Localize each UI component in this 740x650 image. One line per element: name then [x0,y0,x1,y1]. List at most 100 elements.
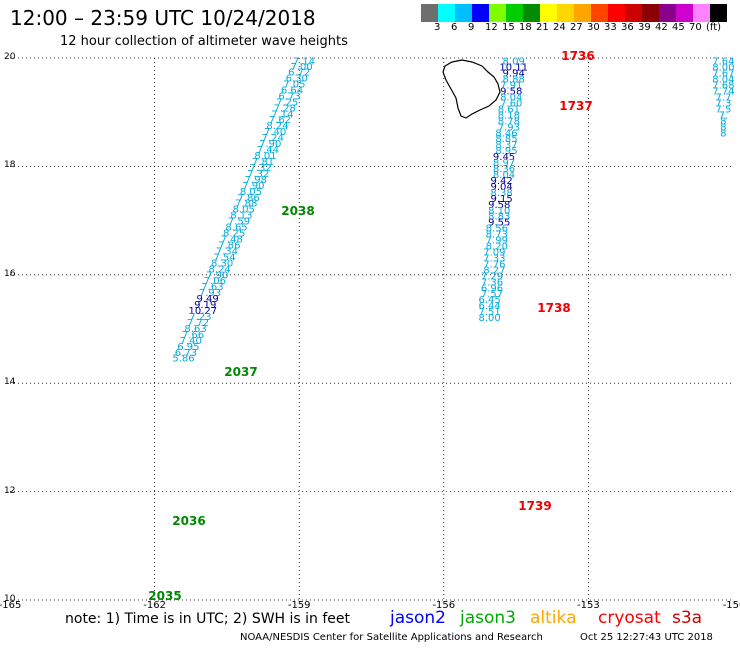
pass-time-label: 1739 [518,499,551,513]
color-scale-label: (ft) [706,22,722,33]
pass-time-label: 2036 [172,514,205,528]
wave-height-value: 8.88 [503,75,525,86]
wave-height-value: 7.09 [483,247,505,258]
color-swatch [455,4,472,22]
color-swatch [506,4,523,22]
wave-height-value: 8.38 [491,188,513,199]
wave-height-value: 7.67 [712,69,734,80]
wave-height-value: 7.25 [276,97,298,108]
wave-height-value: 6.73 [278,91,300,102]
wave-height-value: 7.88 [235,199,257,210]
lon-tick-label: -150 [722,600,740,611]
pass-time-label: 1736 [561,49,594,63]
wave-height-value: 7.68 [712,81,734,92]
wave-height-value: 8.10 [488,206,510,217]
lat-tick-label: 14 [4,377,16,388]
wave-height-value: 6.44 [478,301,500,312]
wave-height-value: 6.96 [481,283,503,294]
wave-height-value: 5.86 [172,354,194,365]
wave-height-value: 7.59 [228,217,250,228]
lat-tick-label: 20 [4,52,16,62]
wave-height-value: 7.29 [481,271,503,282]
color-swatch [693,4,710,22]
pass-time-label: 1738 [537,301,570,315]
color-scale-label: 12 [485,22,498,33]
color-swatch [710,4,727,22]
lon-tick-label: -165 [0,600,22,611]
wave-height-value: 8.37 [495,140,517,151]
graticule [10,57,733,601]
color-scale-label: 21 [536,22,549,33]
wave-height-value: 8.04 [500,92,522,103]
wave-height-value: 6.64 [281,85,303,96]
wave-height-value: 8.18 [498,110,520,121]
pass-time-label: 2038 [281,204,314,218]
wave-height-value: 8.24 [266,121,288,132]
wave-height-value: 8.00 [712,63,734,74]
wave-height-value: 7.76 [483,259,505,270]
wave-height-value: 7.00 [290,62,312,73]
wave-height-value: 7.54 [213,252,235,263]
color-scale-label: 70 [689,22,702,33]
track-far-east: 7.648.007.678.047.687.747.77.37.57.888 [712,57,734,140]
color-scale-label: 39 [638,22,651,33]
wave-height-value: 8.61 [498,104,520,115]
wave-height-value: 7.7 [715,92,731,103]
wave-height-value: 7.90 [242,181,264,192]
wave-height-value: 7.93 [199,288,221,299]
legend-entry: altika [530,608,577,628]
wave-height-value: 8.13 [230,211,252,222]
wave-height-value: 8.46 [495,128,517,139]
wave-height-value: 7.72 [187,318,209,329]
color-swatch [557,4,574,22]
wave-height-value: 7.81 [252,157,274,168]
wave-height-value: 8.30 [211,258,233,269]
wave-height-value: 8.05 [233,205,255,216]
wave-height-value: 7.3 [715,98,731,109]
wave-height-value: 7.86 [237,193,259,204]
wave-height-value: 6.73 [175,348,197,359]
color-scale-label: 24 [553,22,566,33]
color-swatch [591,4,608,22]
pass-time-label: 2037 [224,365,257,379]
legend-entry: cryosat [598,608,661,628]
wave-height-value: 7.05 [283,79,305,90]
wave-height-value: 7.32 [247,169,269,180]
wave-height-value: 8.56 [486,224,508,235]
wave-height-value: 8.24 [209,264,231,275]
wave-height-value: 9.55 [488,218,510,229]
page-subtitle: 12 hour collection of altimeter wave hei… [60,34,348,49]
wave-height-value: 8.95 [495,146,517,157]
wave-height-value: 9.19 [194,300,216,311]
wave-height-value: 7.48 [221,234,243,245]
wave-height-value: 8.25 [223,229,245,240]
color-scale-labels: 3 6 9 12 15 18 21 24 27 30 33 36 39 42 45 70 (ft) [421,22,740,36]
color-swatch [625,4,642,22]
wave-height-value: 10.11 [499,63,528,74]
lon-tick-label: -153 [577,600,600,611]
wave-height-value: 7.90 [259,139,281,150]
wave-height-value: 7.98 [245,175,267,186]
wave-height-value: 9.42 [491,176,513,187]
color-swatch [642,4,659,22]
wave-height-value: 7.93 [498,122,520,133]
wave-height-value: 7.62 [269,115,291,126]
wave-height-value: 6.30 [286,74,308,85]
pass-time-label: 2035 [148,589,181,603]
wave-height-value: 8 [720,122,726,133]
color-swatch [676,4,693,22]
wave-height-value: 9.58 [500,87,522,98]
legend-entry: jason3 [460,608,516,628]
lon-tick-label: -156 [432,600,456,611]
lat-tick-label: 12 [4,485,16,496]
wave-height-value: 7.32 [250,163,272,174]
wave-height-value: 7.34 [216,246,238,257]
color-swatch [523,4,540,22]
color-scale-label: 6 [451,22,458,33]
wave-height-value: 8.04 [493,170,515,181]
wave-height-value: 7.23 [189,312,211,323]
wave-height-value: 8.63 [184,324,206,335]
wave-height-value: 7.66 [182,330,204,341]
color-swatch [438,4,455,22]
lon-tick-label: -159 [287,600,311,611]
